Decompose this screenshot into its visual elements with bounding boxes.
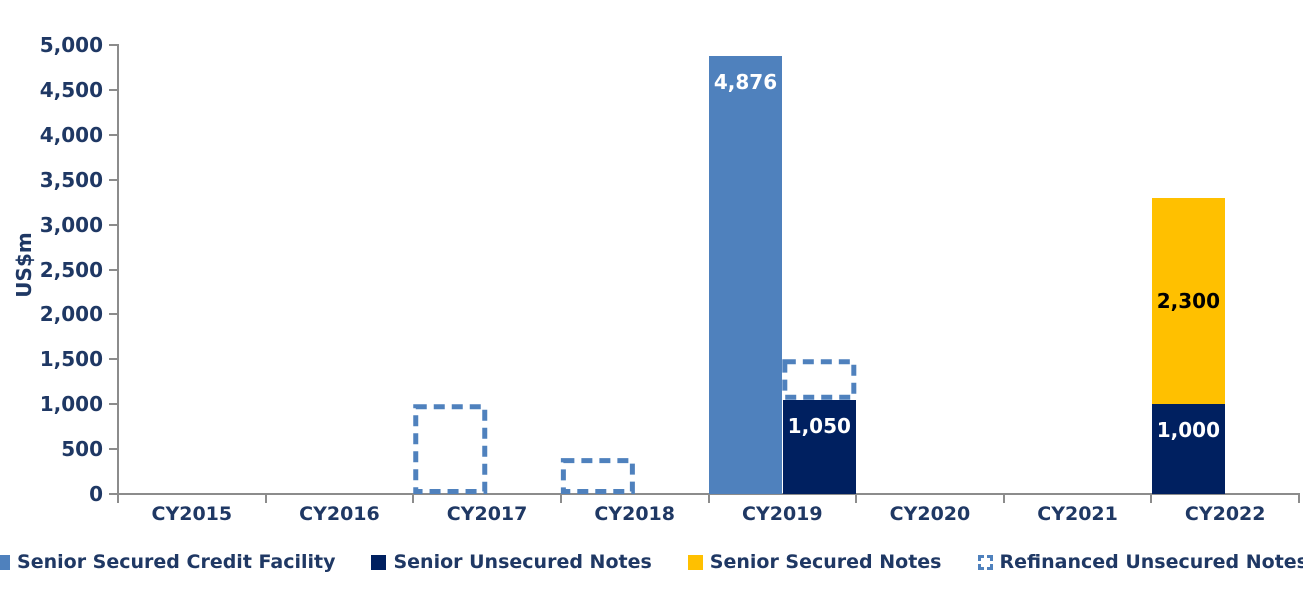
y-tick-label: 0 [89,482,103,506]
dashed-bar-refinanced-unsecured-notes-cy2019 [782,359,857,400]
solid-square-icon [371,554,387,570]
legend-label: Senior Unsecured Notes [393,551,652,573]
legend-item-senior-secured-notes: Senior Secured Notes [687,551,942,573]
dashed-bar-refinanced-unsecured-notes-cy2018 [560,458,635,494]
x-tick-label: CY2018 [594,503,675,525]
y-tick-label: 2,000 [39,302,103,327]
x-tick-label: CY2015 [151,503,233,525]
y-tick [109,403,118,406]
solid-square-icon [0,554,11,570]
y-tick [109,44,118,46]
x-tick [117,494,119,503]
x-tick [264,494,267,503]
y-tick [109,223,118,226]
y-tick [109,493,118,495]
legend-item-senior-secured-credit-facility: Senior Secured Credit Facility [0,551,335,573]
dashed-bar-refinanced-unsecured-notes-cy2017 [413,404,488,495]
dashed-square-icon [977,554,993,570]
bar-label-senior-unsecured-notes-cy2019: 1,050 [787,413,851,438]
legend-label: Senior Secured Notes [709,551,942,573]
y-tick [109,313,118,316]
y-tick-label: 5,000 [39,33,103,57]
y-tick-label: 3,500 [39,167,103,192]
y-tick [109,178,118,181]
y-tick [109,358,118,361]
y-tick-label: 500 [61,437,103,462]
x-tick-label: CY2021 [1037,503,1118,525]
bar-label-senior-secured-notes-cy2022: 2,300 [1156,288,1220,313]
y-tick-label: 3,000 [39,212,103,237]
bar-senior-secured-notes-cy2022 [1151,197,1225,405]
bar-senior-secured-credit-facility-cy2019 [709,56,782,494]
x-tick-label: CY2016 [299,503,380,525]
y-tick-label: 2,500 [39,257,103,282]
y-tick [109,88,118,91]
legend-label: Refinanced Unsecured Notes [999,551,1303,573]
legend-label: Senior Secured Credit Facility [17,551,336,573]
y-tick-label: 1,000 [39,392,103,417]
y-tick-label: 1,500 [39,347,103,372]
x-tick-label: CY2019 [742,503,823,525]
x-tick-label: CY2022 [1184,503,1266,525]
x-tick [559,494,562,503]
x-tick [412,494,415,503]
x-tick-label: CY2020 [889,503,971,525]
x-tick [1002,494,1005,503]
legend-item-refinanced-unsecured-notes: Refinanced Unsecured Notes [977,551,1303,573]
x-tick-label: CY2017 [446,503,528,525]
legend-item-senior-unsecured-notes: Senior Unsecured Notes [371,551,652,573]
legend: Senior Secured Credit Facility Senior Uns… [0,551,1303,573]
x-tick [1298,494,1300,503]
x-tick [855,494,858,503]
y-tick [109,268,118,271]
bar-label-senior-secured-credit-facility-cy2019: 4,876 [713,70,778,95]
bar-label-senior-unsecured-notes-cy2022: 1,000 [1156,418,1220,443]
y-tick-label: 4,500 [39,77,103,102]
x-tick [1150,494,1153,503]
y-tick-label: 4,000 [39,122,103,147]
bar-senior-unsecured-notes-cy2022 [1151,404,1225,494]
solid-square-icon [687,554,703,570]
x-tick [707,494,710,503]
bar-senior-unsecured-notes-cy2019 [782,399,856,494]
y-axis-line [117,44,119,496]
y-tick [109,133,118,136]
y-tick [109,448,118,451]
